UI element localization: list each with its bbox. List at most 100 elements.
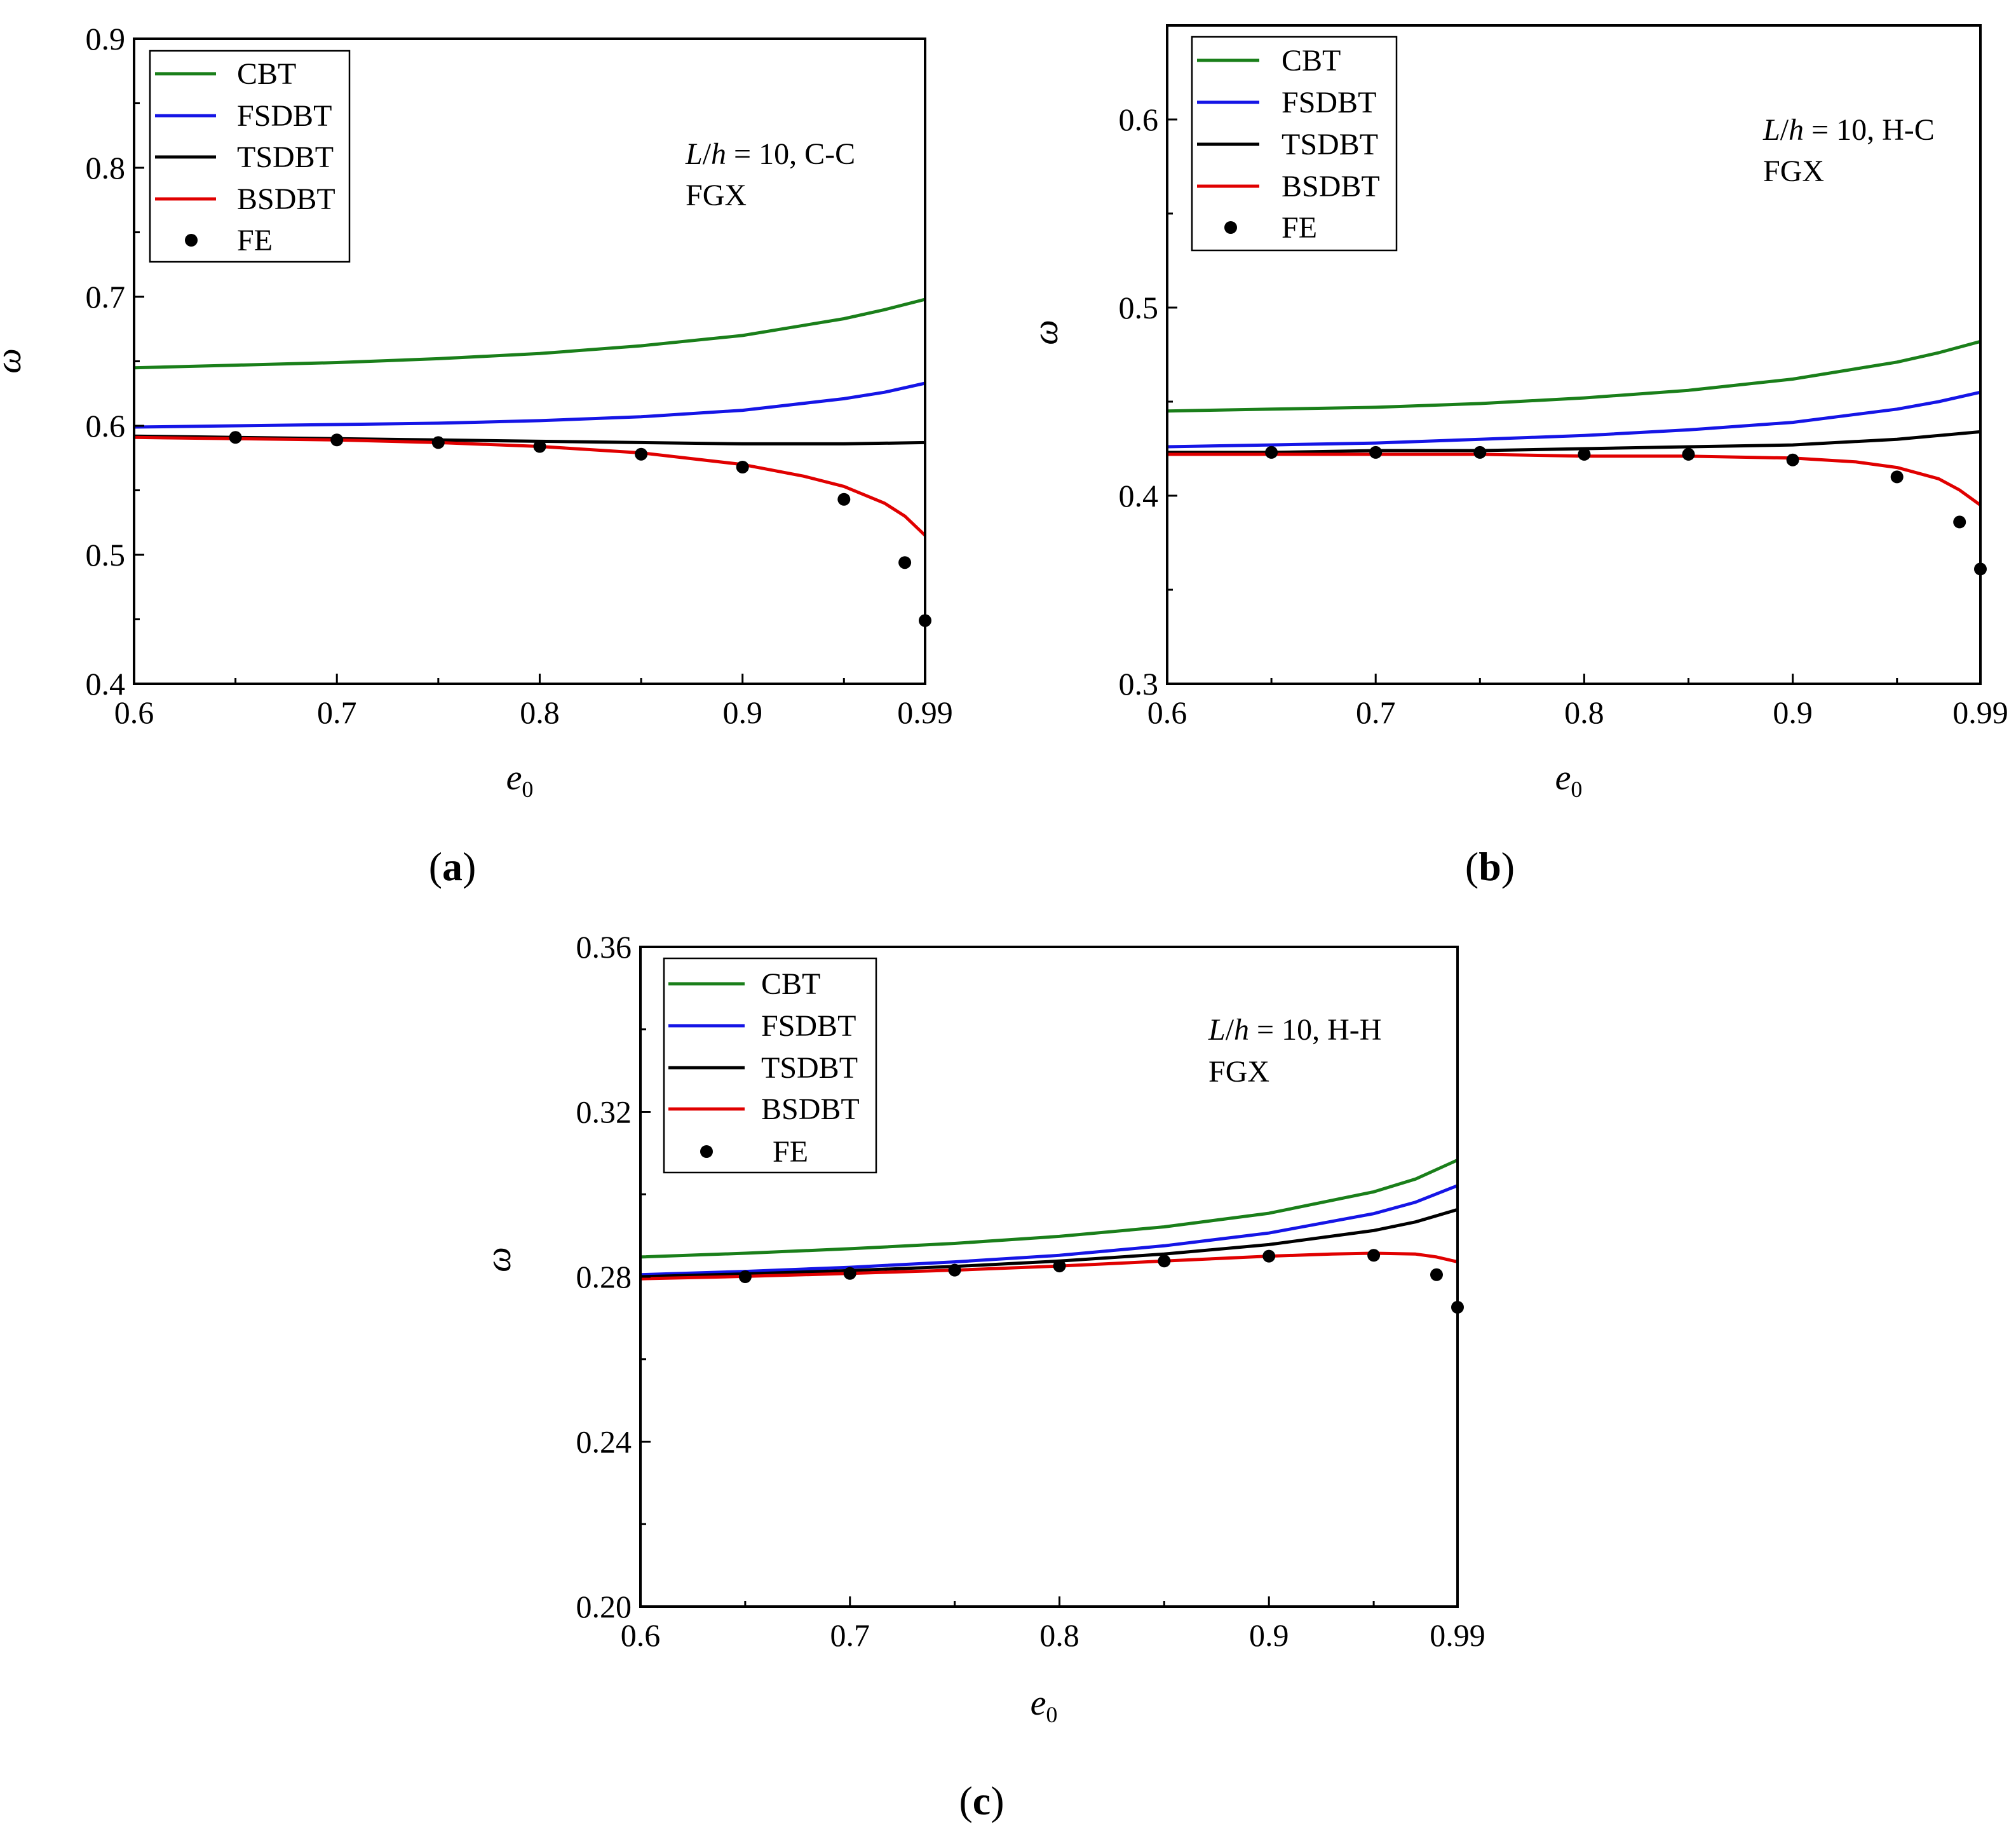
x-axis-label-c: e0 xyxy=(1031,1683,1058,1727)
legend-box-c xyxy=(663,957,877,1174)
series-layer-c xyxy=(640,1159,1464,1314)
caption-letter-c: c xyxy=(973,1778,991,1823)
x-axis-label-b: e0 xyxy=(1555,758,1583,802)
caption-open-c: ( xyxy=(959,1778,972,1823)
x-axis-label-main-b: e xyxy=(1555,758,1571,798)
fe-point-b xyxy=(1953,515,1966,529)
series-line-bsdbt-b xyxy=(1167,452,1982,507)
series-line-cbt-c xyxy=(640,1159,1459,1259)
fe-point-c xyxy=(1367,1249,1381,1262)
legend-label-fe-b: FE xyxy=(1282,211,1317,245)
fe-point-c xyxy=(1053,1260,1066,1273)
legend-label-fe-a: FE xyxy=(237,224,273,257)
annot-rest-b: = 10, H-C xyxy=(1804,113,1935,147)
y-tick-label-b: 0.4 xyxy=(1119,478,1159,513)
y-tick-label-c: 0.24 xyxy=(576,1424,632,1460)
series-line-cbt-b xyxy=(1167,339,1981,413)
caption-close-a: ) xyxy=(463,844,476,889)
legend-label-fe-c: FE xyxy=(773,1135,808,1169)
legend-label-bsdbt-c: BSDBT xyxy=(761,1092,860,1126)
legend-label-fsdbt-a: FSDBT xyxy=(237,99,332,133)
x-tick-label-c: 0.99 xyxy=(1430,1617,1485,1653)
panel-caption-b: (b) xyxy=(1465,844,1515,889)
annot-slash-a: / xyxy=(703,137,712,171)
fe-point-a xyxy=(736,461,749,473)
series-line-fsdbt-c xyxy=(640,1184,1458,1277)
fe-point-a xyxy=(330,433,344,447)
annot-slash-c: / xyxy=(1226,1013,1235,1047)
caption-close-c: ) xyxy=(991,1778,1004,1823)
fe-point-c xyxy=(1262,1249,1276,1263)
caption-close-b: ) xyxy=(1501,844,1515,889)
legend-label-tsdbt-a: TSDBT xyxy=(237,140,334,174)
legend-label-bsdbt-b: BSDBT xyxy=(1282,170,1380,203)
panel-caption-c: (c) xyxy=(959,1778,1004,1823)
y-tick-label-b: 0.6 xyxy=(1119,102,1159,137)
annot-h-c: h xyxy=(1234,1013,1249,1047)
panel-caption-a: (a) xyxy=(429,844,477,889)
x-axis-label-sub-b: 0 xyxy=(1571,777,1582,802)
fe-point-b xyxy=(1682,447,1695,461)
series-line-fsdbt-b xyxy=(1167,390,1981,449)
y-tick-label-b: 0.5 xyxy=(1119,290,1159,325)
caption-open-a: ( xyxy=(429,844,442,889)
annotation-line1-c: L/h = 10, H-H xyxy=(1208,1013,1381,1047)
series-line-fsdbt-a xyxy=(133,381,926,429)
annot-l-b: L xyxy=(1762,113,1780,147)
annotation-line2-c: FGX xyxy=(1208,1055,1269,1089)
x-tick-label-c: 0.6 xyxy=(621,1617,661,1653)
annotation-line1-a: L/h = 10, C-C xyxy=(685,137,855,171)
x-tick-label-a: 0.9 xyxy=(722,695,762,730)
fe-point-a xyxy=(898,556,912,569)
y-tick-label-a: 0.4 xyxy=(86,666,126,702)
series-layer-a xyxy=(133,297,931,627)
fe-point-b xyxy=(1473,445,1487,459)
x-tick-label-c: 0.7 xyxy=(830,1617,870,1653)
fe-point-c xyxy=(1158,1255,1171,1268)
series-layer-b xyxy=(1167,339,1987,576)
annotation-line1-b: L/h = 10, H-C xyxy=(1762,113,1935,147)
plot-frame-b xyxy=(1166,24,1982,685)
y-tick-label-a: 0.5 xyxy=(86,537,126,573)
legend-label-tsdbt-b: TSDBT xyxy=(1282,128,1378,161)
y-tick-label-a: 0.8 xyxy=(86,150,126,186)
y-axis-label-c: ω xyxy=(479,1247,518,1272)
x-tick-label-c: 0.8 xyxy=(1039,1617,1079,1653)
x-axis-label-main-c: e xyxy=(1031,1683,1046,1723)
fe-point-b xyxy=(1786,453,1799,466)
fe-point-a xyxy=(635,447,648,461)
x-tick-label-a: 0.99 xyxy=(897,695,953,730)
legend-b: CBT FSDBT TSDBT BSDBT FE xyxy=(1191,36,1398,252)
fe-point-b xyxy=(1890,470,1904,484)
legend-label-fsdbt-b: FSDBT xyxy=(1282,86,1376,119)
fe-point-c xyxy=(843,1267,856,1280)
legend-label-cbt-a: CBT xyxy=(237,57,296,91)
y-tick-label-a: 0.6 xyxy=(86,408,126,444)
x-tick-label-b: 0.9 xyxy=(1773,695,1813,730)
fe-point-a xyxy=(229,431,242,444)
caption-open-b: ( xyxy=(1465,844,1478,889)
fe-point-b xyxy=(1578,447,1591,461)
fe-point-c xyxy=(1430,1268,1443,1281)
legend-a: CBT FSDBT TSDBT BSDBT FE xyxy=(149,50,351,263)
x-tick-label-a: 0.6 xyxy=(114,695,154,730)
x-axis-label-a: e0 xyxy=(506,758,534,802)
x-axis-label-sub-a: 0 xyxy=(522,777,533,802)
x-tick-label-b: 0.6 xyxy=(1147,695,1187,730)
y-tick-label-c: 0.28 xyxy=(576,1259,632,1295)
x-tick-label-b: 0.8 xyxy=(1564,695,1604,730)
legend-label-tsdbt-c: TSDBT xyxy=(761,1051,858,1085)
y-tick-label-c: 0.32 xyxy=(576,1094,632,1130)
fe-point-a xyxy=(837,493,851,506)
legend-label-cbt-b: CBT xyxy=(1282,44,1341,78)
annot-h-a: h xyxy=(711,137,726,171)
legend-marker-fe-b xyxy=(1224,221,1237,234)
fe-point-b xyxy=(1265,445,1278,459)
legend-marker-fe-a xyxy=(185,234,198,247)
fe-point-a xyxy=(431,436,445,449)
annot-h-b: h xyxy=(1789,113,1804,147)
x-tick-label-c: 0.9 xyxy=(1249,1617,1289,1653)
caption-letter-a: a xyxy=(442,844,463,889)
panel-a: 0.60.70.80.90.990.40.50.60.70.80.9 ω e0 … xyxy=(0,21,953,889)
